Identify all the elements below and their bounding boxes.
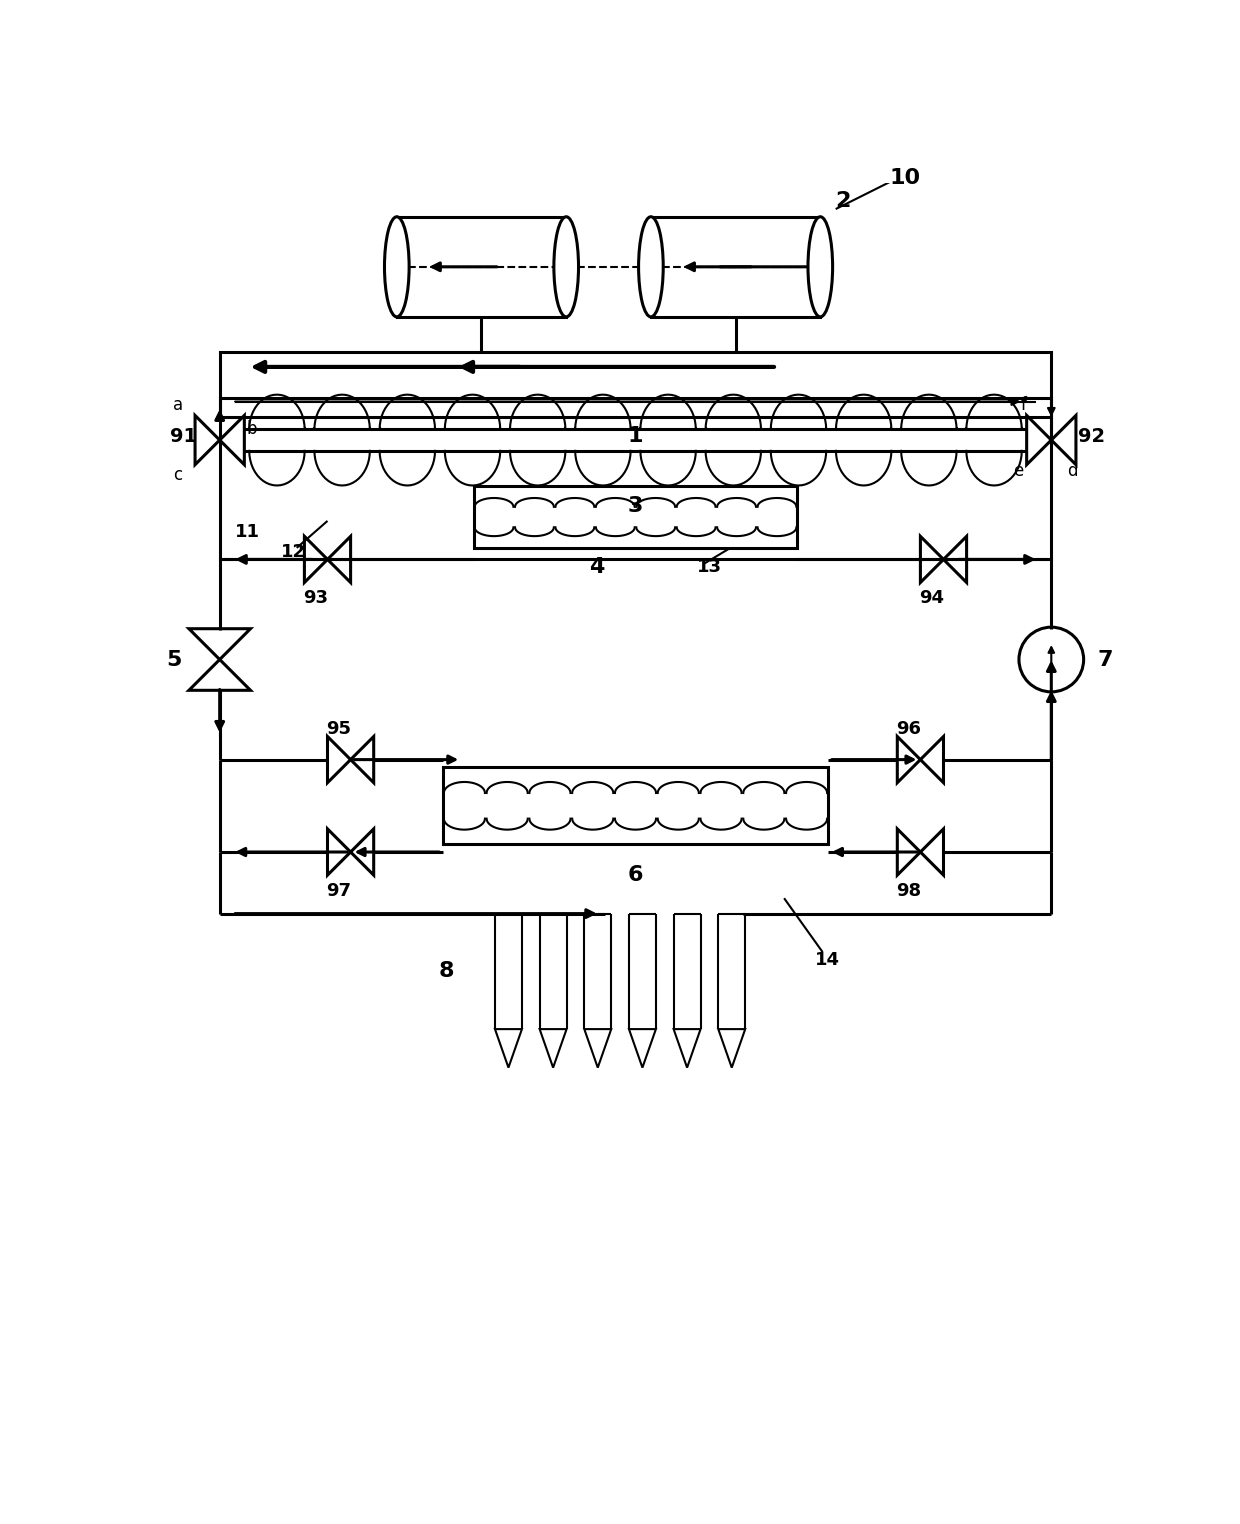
- Text: 1: 1: [627, 427, 644, 447]
- Text: 6: 6: [627, 866, 644, 885]
- Text: 97: 97: [326, 881, 352, 899]
- Text: 2: 2: [836, 192, 851, 212]
- Ellipse shape: [384, 216, 409, 317]
- Text: 10: 10: [889, 168, 921, 189]
- Bar: [219, 398, 1052, 559]
- Ellipse shape: [639, 216, 663, 317]
- Text: 4: 4: [589, 558, 605, 578]
- Text: 7: 7: [1097, 649, 1114, 669]
- Text: f: f: [1021, 396, 1027, 415]
- Text: 3: 3: [627, 495, 644, 515]
- Text: 95: 95: [326, 719, 352, 738]
- Text: 11: 11: [236, 523, 260, 541]
- Text: 13: 13: [697, 558, 722, 576]
- Text: b: b: [247, 419, 257, 437]
- Bar: [397, 216, 567, 317]
- Text: 93: 93: [304, 588, 329, 607]
- Ellipse shape: [808, 216, 832, 317]
- Text: 96: 96: [897, 719, 921, 738]
- Text: 92: 92: [1079, 427, 1105, 445]
- Text: 94: 94: [919, 588, 945, 607]
- Text: 12: 12: [281, 543, 306, 561]
- Bar: [651, 216, 821, 317]
- Text: c: c: [174, 466, 182, 483]
- Text: e: e: [1013, 462, 1023, 480]
- Bar: [474, 486, 797, 547]
- Text: 8: 8: [439, 962, 455, 981]
- Bar: [219, 352, 1052, 418]
- Text: 5: 5: [166, 649, 181, 669]
- Ellipse shape: [554, 216, 579, 317]
- Text: d: d: [1066, 462, 1078, 480]
- Text: 98: 98: [897, 881, 921, 899]
- Text: 14: 14: [815, 951, 839, 969]
- Text: 91: 91: [170, 427, 197, 445]
- Text: a: a: [174, 396, 184, 415]
- Bar: [443, 767, 828, 844]
